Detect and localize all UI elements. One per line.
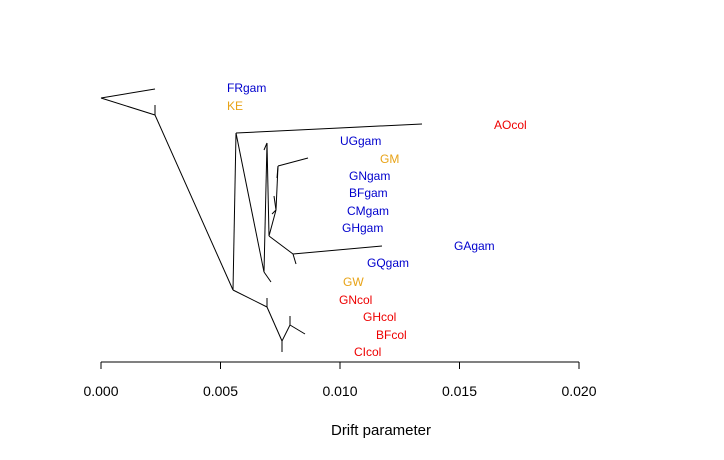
tree-branch	[268, 209, 277, 237]
tip-label-ke: KE	[227, 99, 243, 113]
tree-branch	[289, 324, 306, 335]
tree-branch	[263, 142, 268, 273]
x-axis: 0.000 0.005 0.010 0.015 0.020	[83, 361, 597, 399]
tree-branch	[281, 324, 291, 342]
tip-label-gw: GW	[343, 275, 364, 289]
tree-branch	[100, 97, 156, 116]
tree-branch	[263, 142, 268, 151]
tree-branch	[276, 165, 279, 179]
tip-label-ghgam: GHgam	[342, 221, 383, 235]
tree-branch	[271, 209, 277, 215]
tree-branch	[232, 132, 237, 291]
tree-branch	[232, 289, 268, 308]
tree-branch	[100, 88, 156, 99]
tree-branch	[235, 132, 265, 273]
tip-label-gncol: GNcol	[339, 293, 372, 307]
x-tick-label: 0.010	[322, 383, 357, 399]
x-tick-label: 0.020	[561, 383, 596, 399]
tip-label-gngam: GNgam	[349, 169, 390, 183]
tree-branch	[277, 157, 309, 167]
tip-label-uggam: UGgam	[340, 134, 381, 148]
tree-branch	[268, 235, 294, 255]
x-tick-label: 0.005	[203, 383, 238, 399]
tip-label-ghcol: GHcol	[363, 310, 396, 324]
tip-label-cicol: CIcol	[354, 345, 381, 359]
tip-label-bfcol: BFcol	[376, 328, 407, 342]
tip-labels: FRgam KE AOcol UGgam GM GNgam BFgam CMgam GHgam G…	[227, 81, 527, 359]
tree-branch	[154, 114, 234, 291]
tip-label-gqgam: GQgam	[367, 256, 409, 270]
tree-branch	[235, 123, 423, 134]
x-tick-label: 0.015	[442, 383, 477, 399]
x-tick-label: 0.000	[83, 383, 118, 399]
tree-branch	[266, 142, 270, 237]
tip-label-bfgam: BFgam	[349, 186, 388, 200]
tree-branch	[263, 271, 272, 283]
x-axis-title: Drift parameter	[331, 422, 431, 439]
tree-branch	[292, 245, 383, 255]
tree-branch	[266, 306, 283, 342]
tip-label-gm: GM	[380, 152, 399, 166]
tip-label-aocol: AOcol	[494, 118, 527, 132]
tip-label-gagam: GAgam	[454, 239, 495, 253]
tree-branches	[100, 88, 423, 352]
tree-branch	[292, 253, 297, 265]
tip-label-frgam: FRgam	[227, 81, 266, 95]
tip-label-cmgam: CMgam	[347, 204, 389, 218]
